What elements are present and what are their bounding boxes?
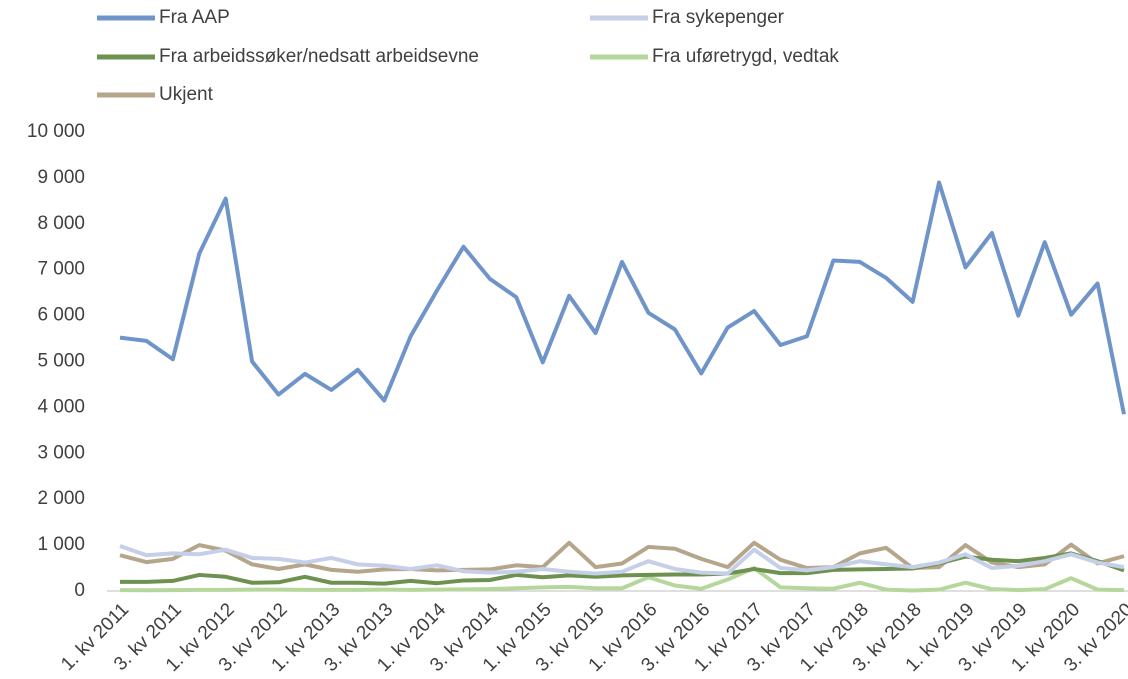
y-tick-label: 5 000 [37,351,85,372]
series-line [119,566,1125,593]
y-tick-label: 0 [74,580,85,601]
legend-label: Ukjent [159,84,214,105]
series-line [119,180,1126,415]
series-line [119,540,1125,574]
y-tick-label: 9 000 [37,167,85,188]
y-tick-label: 1 000 [37,534,85,555]
y-tick-label: 2 000 [37,488,85,509]
y-tick-label: 7 000 [37,259,85,280]
legend-label: Fra sykepenger [652,7,785,28]
series-line [119,544,1125,576]
legend-label: Fra uføretrygd, vedtak [652,46,839,67]
legend-label: Fra arbeidssøker/nedsatt arbeidsevne [159,46,479,67]
legend-label: Fra AAP [159,7,230,28]
y-tick-label: 10 000 [27,121,85,142]
y-tick-label: 6 000 [37,305,85,326]
y-tick-label: 3 000 [37,442,85,463]
y-tick-label: 8 000 [37,213,85,234]
y-tick-label: 4 000 [37,396,85,417]
